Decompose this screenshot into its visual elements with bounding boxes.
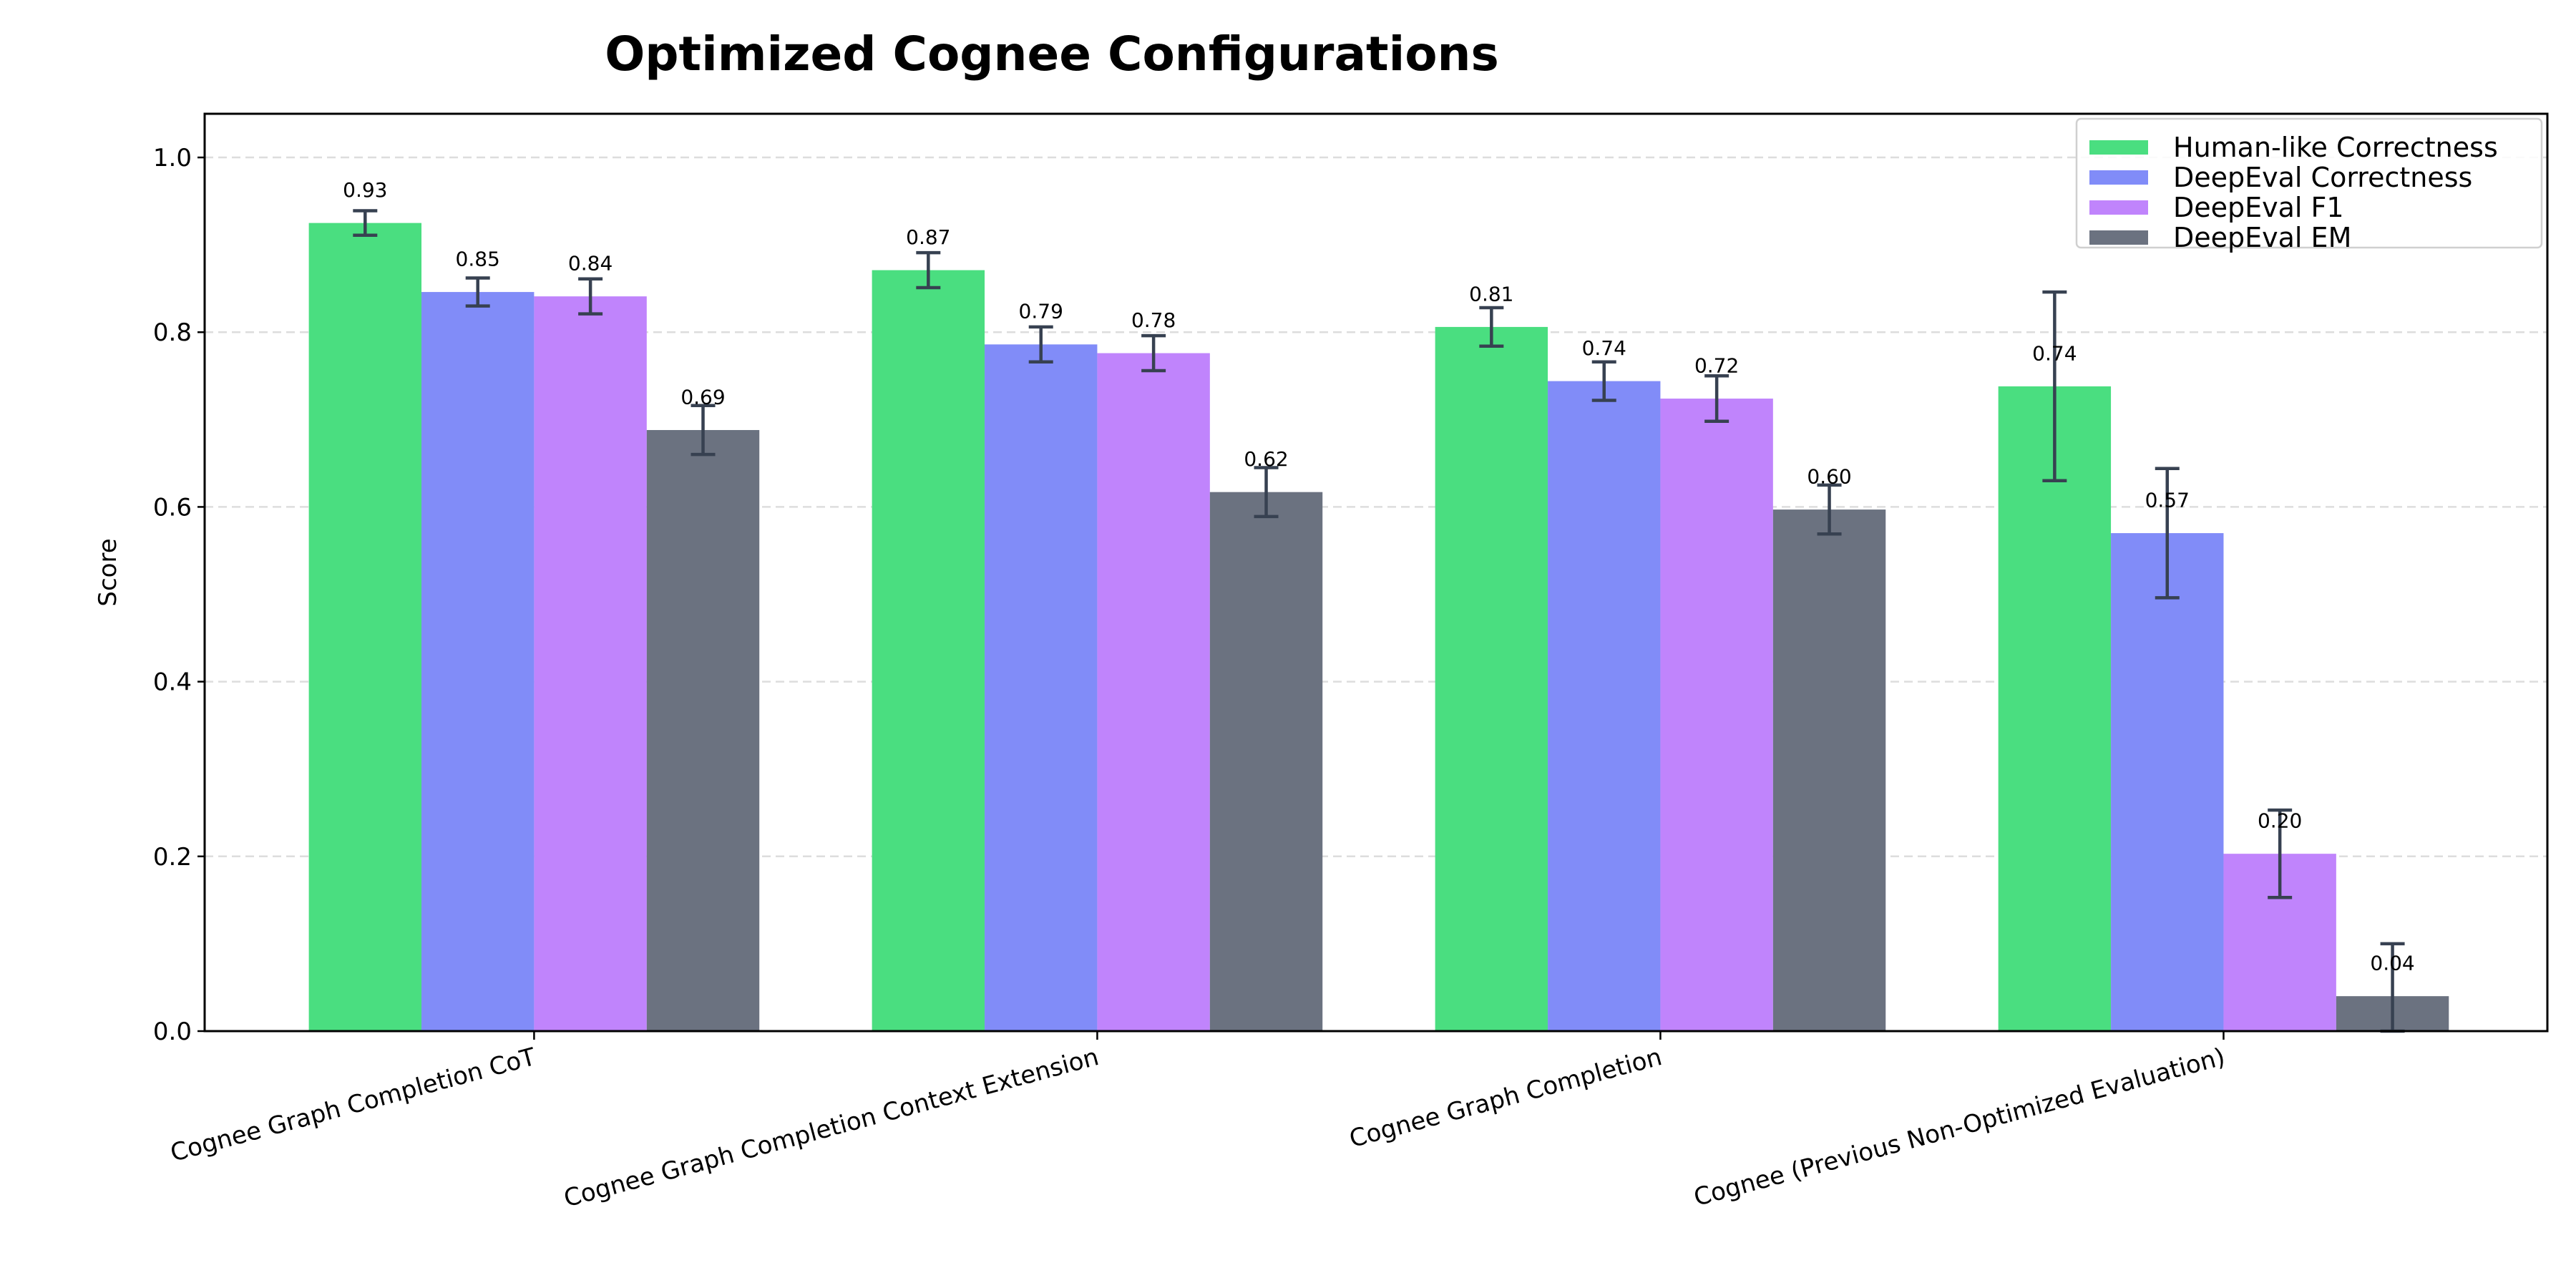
chart-title: Optimized Cognee Configurations xyxy=(605,26,1499,82)
bar xyxy=(2111,533,2224,1031)
bar xyxy=(985,344,1098,1031)
error-bar xyxy=(353,209,378,237)
value-label: 0.93 xyxy=(343,178,387,202)
plot-frame xyxy=(203,112,2549,1033)
legend-item: DeepEval EM xyxy=(2089,222,2351,253)
legend-swatch xyxy=(2089,170,2148,185)
value-label: 0.20 xyxy=(2258,809,2302,833)
bar xyxy=(1435,326,1548,1032)
bar xyxy=(534,296,647,1031)
x-tick-label: Cognee Graph Completion Context Extensio… xyxy=(561,1043,1102,1213)
value-label: 0.57 xyxy=(2145,488,2190,512)
y-tick-label: 0.0 xyxy=(153,1018,192,1046)
error-bar xyxy=(1817,483,1842,536)
x-tick-label: Cognee (Previous Non-Optimized Evaluatio… xyxy=(1691,1043,2228,1212)
y-tick-label: 0.8 xyxy=(153,318,192,347)
value-label: 0.81 xyxy=(1469,282,1513,306)
legend-item: Human-like Correctness xyxy=(2089,132,2498,163)
error-bar xyxy=(2268,808,2293,899)
x-tick-label: Cognee Graph Completion CoT xyxy=(167,1043,539,1168)
error-bar xyxy=(2042,290,2067,483)
value-label: 0.74 xyxy=(2032,341,2077,365)
error-bar xyxy=(1141,333,1166,373)
legend-label: DeepEval EM xyxy=(2173,222,2351,253)
bar xyxy=(308,223,422,1032)
bar xyxy=(646,429,760,1031)
value-label: 0.79 xyxy=(1019,300,1063,323)
bar xyxy=(1660,399,1773,1031)
value-label: 0.60 xyxy=(1807,464,1851,488)
y-axis: 0.0 0.2 0.4 0.6 0.8 1.0 xyxy=(153,144,205,1046)
value-labels: 0.93 0.87 0.81 0.74 0.85 0.79 0.74 0.57 0.84 0.78… xyxy=(343,178,2415,975)
y-tick-label: 0.6 xyxy=(153,493,192,522)
value-label: 0.87 xyxy=(906,225,950,249)
error-bar xyxy=(578,277,603,316)
value-label: 0.78 xyxy=(1131,308,1176,332)
value-label: 0.84 xyxy=(568,252,613,275)
bar xyxy=(421,292,535,1032)
bar xyxy=(1548,381,1661,1031)
y-tick-label: 1.0 xyxy=(153,144,192,172)
legend-label: DeepEval Correctness xyxy=(2173,162,2472,193)
legend-label: DeepEval F1 xyxy=(2173,192,2344,223)
legend-swatch xyxy=(2089,140,2148,155)
error-bar xyxy=(2155,467,2180,600)
bar xyxy=(872,270,985,1031)
error-bar xyxy=(1704,374,1729,424)
value-label: 0.62 xyxy=(1244,447,1288,471)
legend-swatch xyxy=(2089,200,2148,215)
legend-item: DeepEval Correctness xyxy=(2089,162,2472,193)
y-tick-label: 0.4 xyxy=(153,668,192,697)
error-bar xyxy=(1591,360,1616,402)
error-bar xyxy=(465,276,490,308)
bar xyxy=(1209,492,1323,1031)
y-axis-label: Score xyxy=(94,538,122,606)
error-bar xyxy=(1028,325,1053,364)
bar xyxy=(1998,386,2112,1031)
legend-swatch xyxy=(2089,230,2148,245)
error-bar xyxy=(1479,306,1504,348)
value-label: 0.69 xyxy=(680,385,725,409)
legend-item: DeepEval F1 xyxy=(2089,192,2344,223)
value-label: 0.72 xyxy=(1694,353,1739,377)
value-label: 0.85 xyxy=(456,247,500,270)
error-bar xyxy=(916,250,941,290)
error-bars xyxy=(353,209,2405,1033)
error-bar xyxy=(1254,466,1279,519)
legend-label: Human-like Correctness xyxy=(2173,132,2498,163)
bar xyxy=(1097,353,1210,1031)
value-label: 0.74 xyxy=(1582,336,1626,360)
y-tick-label: 0.2 xyxy=(153,843,192,872)
error-bar xyxy=(691,404,716,457)
value-label: 0.04 xyxy=(2370,952,2414,975)
legend-frame xyxy=(2075,117,2543,249)
bar xyxy=(1772,509,1886,1031)
x-tick-label: Cognee Graph Completion xyxy=(1347,1043,1665,1153)
x-axis: Cognee Graph Completion CoT Cognee Graph … xyxy=(167,1031,2228,1213)
bars xyxy=(308,223,2449,1032)
